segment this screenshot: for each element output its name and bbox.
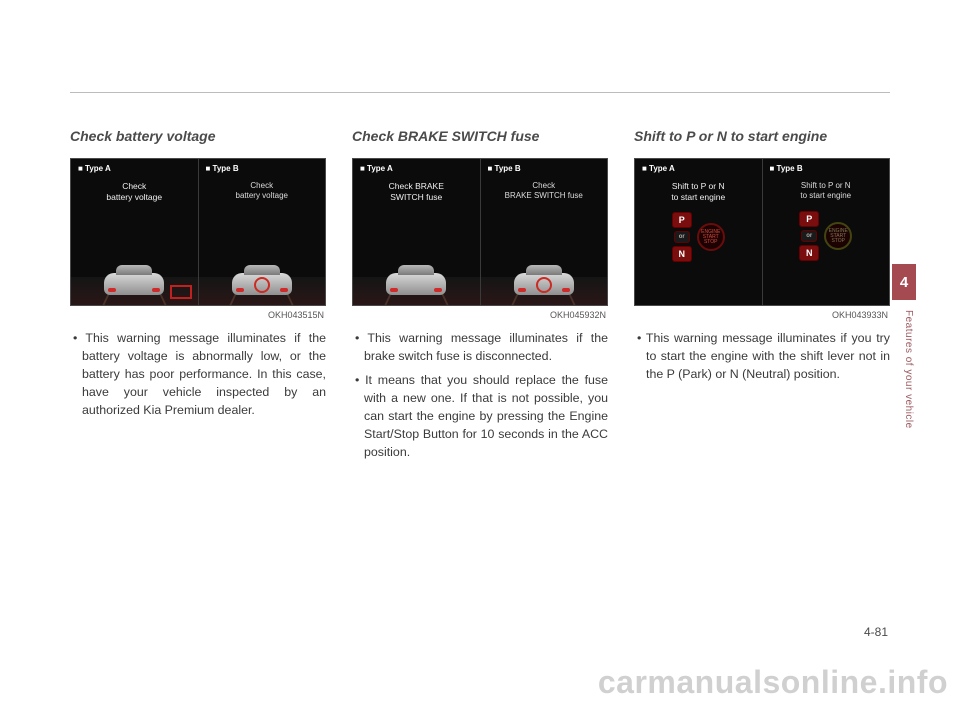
panel-type-a: ■ Type A Shift to P or N to start engine… bbox=[635, 159, 762, 305]
pn-buttons: P or N ENGINESTARTSTOP bbox=[672, 212, 725, 262]
panel-a-message: Shift to P or N to start engine bbox=[671, 181, 725, 202]
paragraph: • This warning message illuminates if yo… bbox=[634, 330, 890, 384]
watermark: carmanualsonline.info bbox=[598, 664, 948, 701]
paragraph: • This warning message illuminates if th… bbox=[70, 330, 326, 420]
or-label: or bbox=[801, 230, 817, 242]
panel-type-a: ■ Type A Check battery voltage bbox=[71, 159, 198, 305]
battery-icon bbox=[170, 285, 192, 299]
type-b-label: ■ Type B bbox=[488, 164, 521, 173]
panel-type-a: ■ Type A Check BRAKE SWITCH fuse bbox=[353, 159, 480, 305]
panel-type-b: ■ Type B Check BRAKE SWITCH fuse bbox=[480, 159, 608, 305]
n-key-icon: N bbox=[799, 245, 819, 261]
section-shift-pn: Shift to P or N to start engine ■ Type A… bbox=[634, 128, 890, 468]
panel-a-message: Check BRAKE SWITCH fuse bbox=[389, 181, 444, 202]
car-icon bbox=[386, 273, 446, 295]
section-heading: Check BRAKE SWITCH fuse bbox=[352, 128, 608, 144]
section-body: • This warning message illuminates if th… bbox=[352, 330, 608, 462]
type-b-label: ■ Type B bbox=[206, 164, 239, 173]
panel-type-b: ■ Type B Shift to P or N to start engine… bbox=[762, 159, 890, 305]
warning-image-battery: ■ Type A Check battery voltage ■ Type B … bbox=[70, 158, 326, 306]
n-key-icon: N bbox=[672, 246, 692, 262]
pn-buttons: P or N ENGINESTARTSTOP bbox=[799, 211, 852, 261]
paragraph: • It means that you should replace the f… bbox=[352, 372, 608, 462]
image-code: OKH043933N bbox=[634, 310, 888, 320]
panel-b-message: Check battery voltage bbox=[236, 181, 288, 201]
side-chapter-label: Features of your vehicle bbox=[903, 310, 914, 429]
panel-b-message: Shift to P or N to start engine bbox=[800, 181, 851, 201]
or-label: or bbox=[674, 231, 690, 243]
type-a-label: ■ Type A bbox=[78, 164, 111, 173]
section-heading: Check battery voltage bbox=[70, 128, 326, 144]
type-a-label: ■ Type A bbox=[642, 164, 675, 173]
warning-circle-icon bbox=[536, 277, 552, 293]
engine-start-icon: ENGINESTARTSTOP bbox=[697, 223, 725, 251]
warning-circle-icon bbox=[254, 277, 270, 293]
section-brake-switch: Check BRAKE SWITCH fuse ■ Type A Check B… bbox=[352, 128, 608, 468]
top-rule bbox=[70, 92, 890, 93]
panel-b-message: Check BRAKE SWITCH fuse bbox=[505, 181, 583, 201]
warning-image-brake: ■ Type A Check BRAKE SWITCH fuse ■ Type … bbox=[352, 158, 608, 306]
section-battery: Check battery voltage ■ Type A Check bat… bbox=[70, 128, 326, 468]
manual-page: Check battery voltage ■ Type A Check bat… bbox=[0, 0, 960, 707]
engine-start-icon: ENGINESTARTSTOP bbox=[824, 222, 852, 250]
section-body: • This warning message illuminates if th… bbox=[70, 330, 326, 420]
section-heading: Shift to P or N to start engine bbox=[634, 128, 890, 144]
type-a-label: ■ Type A bbox=[360, 164, 393, 173]
paragraph: • This warning message illuminates if th… bbox=[352, 330, 608, 366]
image-code: OKH043515N bbox=[70, 310, 324, 320]
panel-type-b: ■ Type B Check battery voltage bbox=[198, 159, 326, 305]
type-b-label: ■ Type B bbox=[770, 164, 803, 173]
panel-a-message: Check battery voltage bbox=[106, 181, 162, 202]
car-icon bbox=[104, 273, 164, 295]
chapter-tab: 4 bbox=[892, 264, 916, 300]
p-key-icon: P bbox=[672, 212, 692, 228]
p-key-icon: P bbox=[799, 211, 819, 227]
image-code: OKH045932N bbox=[352, 310, 606, 320]
warning-image-shift: ■ Type A Shift to P or N to start engine… bbox=[634, 158, 890, 306]
page-number: 4-81 bbox=[864, 625, 888, 639]
content-columns: Check battery voltage ■ Type A Check bat… bbox=[70, 128, 890, 468]
section-body: • This warning message illuminates if yo… bbox=[634, 330, 890, 384]
